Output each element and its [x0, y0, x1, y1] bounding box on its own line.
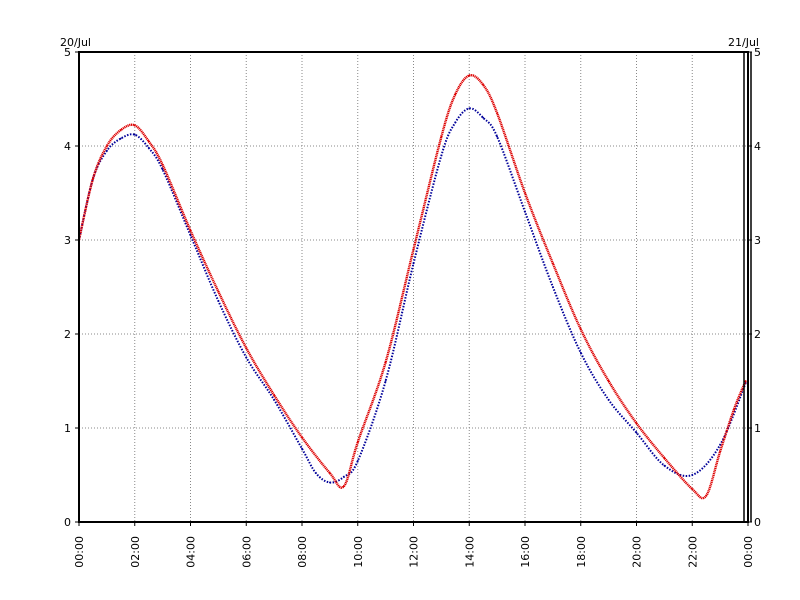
series-point [496, 135, 498, 138]
series-point [607, 380, 610, 382]
series-point [106, 149, 108, 152]
series-point [733, 408, 735, 411]
series-point [607, 398, 610, 401]
series-line-blue [78, 107, 747, 484]
series-point [412, 248, 415, 251]
series-point [147, 140, 150, 143]
x-tick-label: 00:00 [73, 536, 86, 568]
y-tick-label-right: 2 [754, 328, 761, 341]
series-point [161, 163, 164, 166]
series-point [552, 286, 554, 288]
y-tick-label-right: 5 [754, 46, 761, 59]
y-tick-label-left: 0 [64, 516, 71, 529]
x-tick-label: 16:00 [519, 536, 532, 568]
x-tick-label: 18:00 [575, 536, 588, 568]
series-point [245, 356, 248, 359]
y-tick-label-left: 4 [64, 140, 71, 153]
series-point [356, 460, 359, 462]
series-layer [77, 73, 747, 500]
y-tick-label-right: 0 [754, 516, 761, 529]
date-start-label: 20/Jul [60, 36, 91, 49]
series-point [635, 431, 638, 434]
series-point [440, 135, 443, 138]
series-point [301, 447, 303, 450]
series-point [719, 444, 721, 446]
y-tick-label-left: 3 [64, 234, 71, 247]
series-point [691, 474, 694, 476]
series-point [273, 394, 275, 396]
series-point [705, 494, 708, 497]
series-point [245, 347, 248, 349]
y-tick-label-right: 3 [754, 234, 761, 247]
series-point [552, 262, 554, 265]
x-tick-label: 22:00 [686, 536, 699, 568]
series-point [468, 107, 471, 110]
series-point [119, 137, 122, 140]
series-point [273, 398, 275, 401]
series-point [524, 192, 526, 194]
series-point [384, 380, 387, 382]
series-point [133, 124, 136, 127]
series-point [482, 116, 485, 119]
series-point [440, 154, 443, 157]
series-point [217, 290, 220, 293]
x-tick-label: 14:00 [463, 536, 476, 568]
series-point [635, 422, 638, 425]
series-point [329, 472, 331, 474]
series-point [454, 93, 457, 96]
series-point [482, 84, 485, 86]
series-point [579, 328, 582, 331]
series-point [315, 472, 317, 474]
series-point [496, 112, 498, 114]
series-point [106, 145, 108, 147]
series-point [189, 229, 192, 232]
series-point [342, 485, 345, 488]
series-point [663, 464, 666, 467]
y-tick-label-right: 4 [754, 140, 761, 153]
y-tick-label-left: 5 [64, 46, 71, 59]
series-point [147, 147, 150, 149]
x-tick-label: 04:00 [185, 536, 198, 568]
x-tick-layer: 00:00 02:00 04:00 06:00 08:00 10:00 12:00 14:00… [73, 522, 755, 568]
grid-lines [79, 52, 748, 522]
series-point [133, 133, 136, 136]
series-point [161, 168, 164, 171]
x-tick-label: 02:00 [129, 536, 142, 568]
series-point [217, 300, 220, 302]
series-point [454, 121, 457, 124]
series-point [691, 488, 694, 490]
series-point [384, 361, 387, 364]
y-tick-layer: 0 0 1 1 2 2 3 3 4 4 5 5 [64, 46, 761, 529]
x-tick-label: 20:00 [631, 536, 644, 568]
series-point [189, 234, 192, 237]
x-tick-label: 10:00 [352, 536, 365, 568]
x-tick-label: 12:00 [408, 536, 421, 568]
series-point [744, 380, 747, 382]
y-tick-label-right: 1 [754, 422, 761, 435]
series-point [356, 441, 359, 443]
series-point [301, 436, 303, 439]
series-point [468, 74, 471, 77]
series-point [663, 457, 666, 459]
series-point [719, 450, 721, 453]
date-end-label: 21/Jul [728, 36, 759, 49]
series-point [412, 262, 415, 265]
x-tick-label: 08:00 [296, 536, 309, 568]
series-point [92, 178, 94, 180]
series-point [524, 210, 526, 213]
series-point [329, 481, 331, 484]
series-point [342, 476, 345, 478]
series-point [119, 129, 122, 131]
series-point [579, 351, 582, 354]
y-tick-label-left: 1 [64, 422, 71, 435]
series-line-red [77, 73, 747, 500]
x-tick-label: 06:00 [240, 536, 253, 568]
y-tick-label-left: 2 [64, 328, 71, 341]
x-tick-label: 00:00 [742, 536, 755, 568]
